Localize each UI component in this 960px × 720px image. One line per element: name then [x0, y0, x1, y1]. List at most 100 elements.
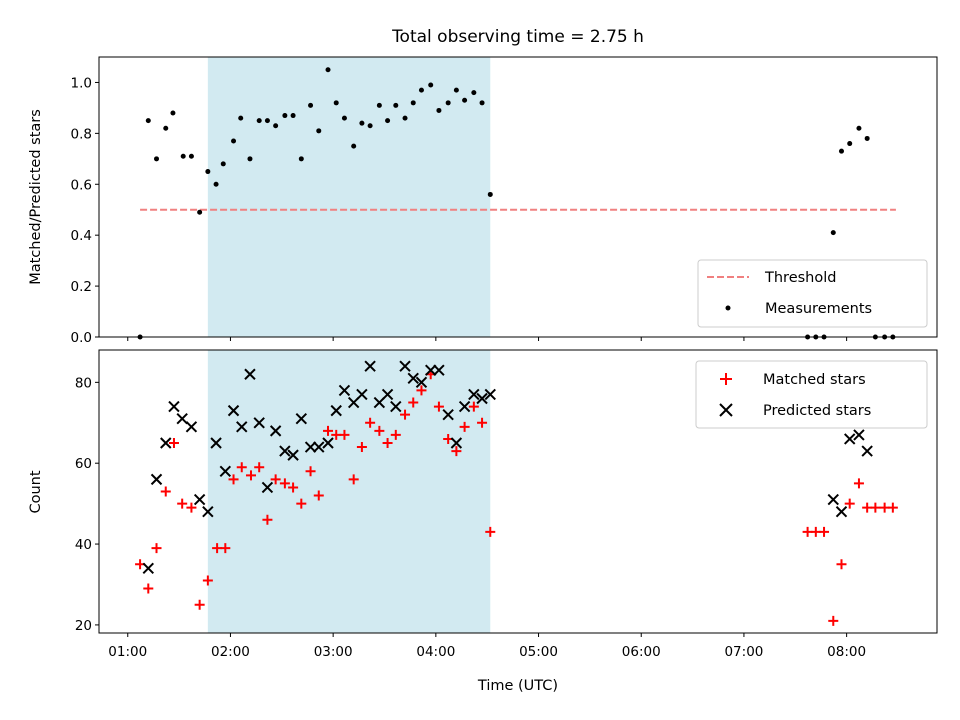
predicted-point: [253, 417, 265, 429]
y-tick-label: 1.0: [71, 75, 92, 91]
measurement-point: [462, 97, 468, 103]
measurement-point: [367, 123, 373, 129]
legend-predicted-label: Predicted stars: [763, 403, 871, 419]
matched-point: [220, 543, 231, 554]
matched-point: [390, 429, 401, 440]
measurement-point: [273, 123, 279, 129]
top-legend-box: [697, 259, 928, 328]
matched-point: [228, 474, 239, 485]
measurement-point: [436, 107, 442, 113]
measurement-point: [264, 118, 270, 124]
predicted-point: [185, 421, 198, 433]
matched-point: [836, 559, 847, 570]
bottom-legend: Matched stars Predicted stars: [695, 360, 928, 429]
matched-point: [151, 543, 162, 554]
measurement-point: [385, 118, 391, 124]
predicted-point: [861, 445, 873, 457]
bottom-ylabel: Count: [28, 470, 44, 513]
predicted-point: [399, 360, 411, 372]
predicted-point: [202, 506, 214, 518]
measurement-point: [180, 153, 186, 159]
measurement-point: [830, 230, 836, 236]
top-ylabel: Matched/Predicted stars: [28, 109, 44, 285]
matched-point: [296, 498, 307, 509]
matched-point: [168, 437, 179, 448]
measurement-point: [471, 90, 477, 96]
matched-point: [194, 599, 205, 610]
matched-point: [416, 385, 427, 396]
matched-point: [408, 397, 419, 408]
measurement-point: [453, 87, 459, 93]
measurement-point: [838, 148, 844, 154]
y-tick-label: 60: [75, 456, 92, 472]
measurement-point: [418, 87, 424, 93]
predicted-point: [364, 360, 376, 372]
measurement-point: [154, 156, 160, 162]
matched-point: [236, 462, 247, 473]
top-highlight-span: [207, 57, 491, 337]
legend-matched-label: Matched stars: [763, 372, 866, 388]
matched-point: [270, 474, 281, 485]
predicted-point: [322, 437, 334, 449]
predicted-point: [142, 562, 155, 575]
measurement-point: [341, 115, 347, 121]
matched-point: [160, 486, 171, 497]
measurement-point: [308, 102, 314, 108]
predicted-point: [244, 368, 256, 380]
matched-point: [305, 466, 316, 477]
x-tick-label: 05:00: [519, 644, 558, 660]
legend-threshold-label: Threshold: [764, 270, 836, 286]
measurement-point: [220, 161, 226, 167]
predicted-point: [425, 364, 437, 376]
measurement-point: [410, 100, 416, 106]
predicted-point: [853, 429, 865, 441]
matched-point: [433, 401, 444, 412]
measurement-point: [197, 209, 203, 215]
legend-measurements-label: Measurements: [765, 301, 872, 317]
y-tick-label: 80: [75, 375, 92, 391]
predicted-point: [407, 372, 419, 385]
matched-point: [177, 498, 188, 509]
matched-point: [365, 417, 376, 428]
y-tick-label: 20: [75, 618, 92, 634]
measurement-point: [333, 100, 339, 106]
matched-point: [468, 401, 479, 412]
y-tick-label: 0.8: [71, 126, 92, 142]
measurement-point: [856, 125, 862, 131]
legend-predicted-swatch: [719, 403, 733, 417]
matched-point: [323, 425, 334, 436]
x-tick-label: 07:00: [724, 644, 763, 660]
x-tick-label: 08:00: [827, 644, 866, 660]
matched-point: [828, 615, 839, 626]
measurement-point: [213, 181, 219, 187]
x-tick-label: 01:00: [108, 644, 147, 660]
matched-point: [374, 425, 385, 436]
measurement-point: [445, 100, 451, 106]
matched-point: [288, 482, 299, 493]
predicted-point: [313, 441, 325, 453]
predicted-point: [193, 493, 206, 506]
y-tick-label: 0.0: [71, 330, 92, 346]
y-tick-label: 0.4: [71, 228, 92, 244]
measurement-point: [393, 102, 399, 108]
measurement-point: [359, 120, 365, 126]
matched-point: [254, 462, 265, 473]
top-panel-frame: [98, 56, 938, 338]
bottom-legend-box: [695, 360, 928, 429]
y-tick-label: 0.6: [71, 177, 92, 193]
predicted-point: [844, 433, 856, 445]
matched-point: [459, 421, 470, 432]
predicted-point: [827, 493, 839, 506]
bottom-panel: 20 40 60 80 01:00 02:00 03:00 04:00 05:00 06:00 0…: [28, 349, 938, 694]
measurement-point: [290, 113, 296, 119]
measurement-point: [163, 125, 169, 131]
y-tick-label: 0.2: [71, 279, 92, 295]
predicted-point: [304, 441, 317, 453]
predicted-point: [468, 388, 480, 401]
y-tick-label: 40: [75, 537, 92, 553]
measurement-point: [231, 138, 237, 144]
measurement-point: [487, 191, 493, 197]
predicted-point: [219, 465, 232, 477]
bottom-panel-frame: [98, 349, 938, 634]
